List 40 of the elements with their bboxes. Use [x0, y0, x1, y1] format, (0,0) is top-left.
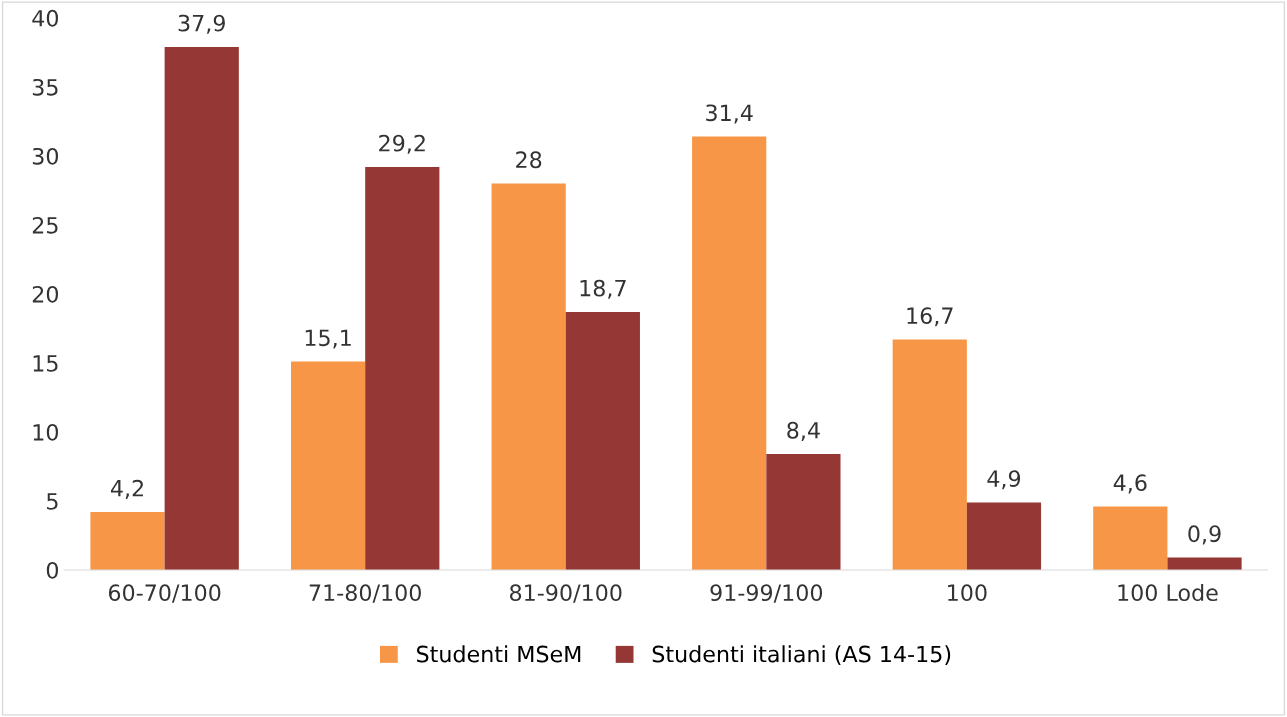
data-label: 4,2	[110, 479, 143, 499]
data-label: 16,7	[907, 307, 953, 327]
legend-label: Studenti MSeM	[417, 645, 581, 663]
y-tick-label: 0	[46, 561, 59, 579]
data-label: 29,2	[379, 134, 425, 154]
bar	[565, 311, 640, 571]
bar	[1093, 506, 1168, 571]
bar	[164, 46, 239, 571]
bar	[491, 183, 566, 571]
y-tick-label: 30	[32, 147, 59, 165]
x-tick-label: 91-99/100	[710, 584, 823, 603]
x-tick-label: 81-90/100	[510, 584, 622, 603]
x-tick-label: 60-70/100	[108, 584, 221, 603]
y-tick-label: 40	[32, 9, 59, 27]
x-tick-label: 100 Lode	[1118, 583, 1218, 602]
data-label: 28	[516, 151, 542, 169]
bar	[90, 512, 165, 571]
bar	[290, 361, 366, 571]
x-tick-label: 100	[948, 584, 987, 602]
bar	[692, 136, 767, 571]
data-label: 18,7	[580, 279, 626, 299]
x-tick-label: 71-80/100	[309, 584, 421, 603]
bar	[365, 166, 440, 571]
data-label: 31,4	[706, 104, 753, 124]
data-label: 37,9	[178, 14, 225, 34]
data-label: 15,1	[305, 329, 351, 349]
data-label: 4,6	[1113, 474, 1147, 494]
legend-label: Studenti italiani (AS 14-15)	[652, 645, 951, 666]
data-label: 4,9	[987, 470, 1021, 490]
bar	[766, 454, 841, 571]
y-tick-label: 35	[32, 78, 58, 96]
y-tick-label: 15	[33, 355, 58, 372]
bar	[892, 339, 967, 571]
data-label: 0,9	[1188, 525, 1221, 545]
data-label: 8,4	[787, 421, 820, 441]
y-tick-label: 10	[33, 423, 59, 441]
bar	[966, 502, 1042, 571]
y-tick-label: 25	[32, 216, 58, 234]
y-tick-label: 5	[47, 493, 58, 510]
y-tick-label: 20	[32, 285, 59, 303]
